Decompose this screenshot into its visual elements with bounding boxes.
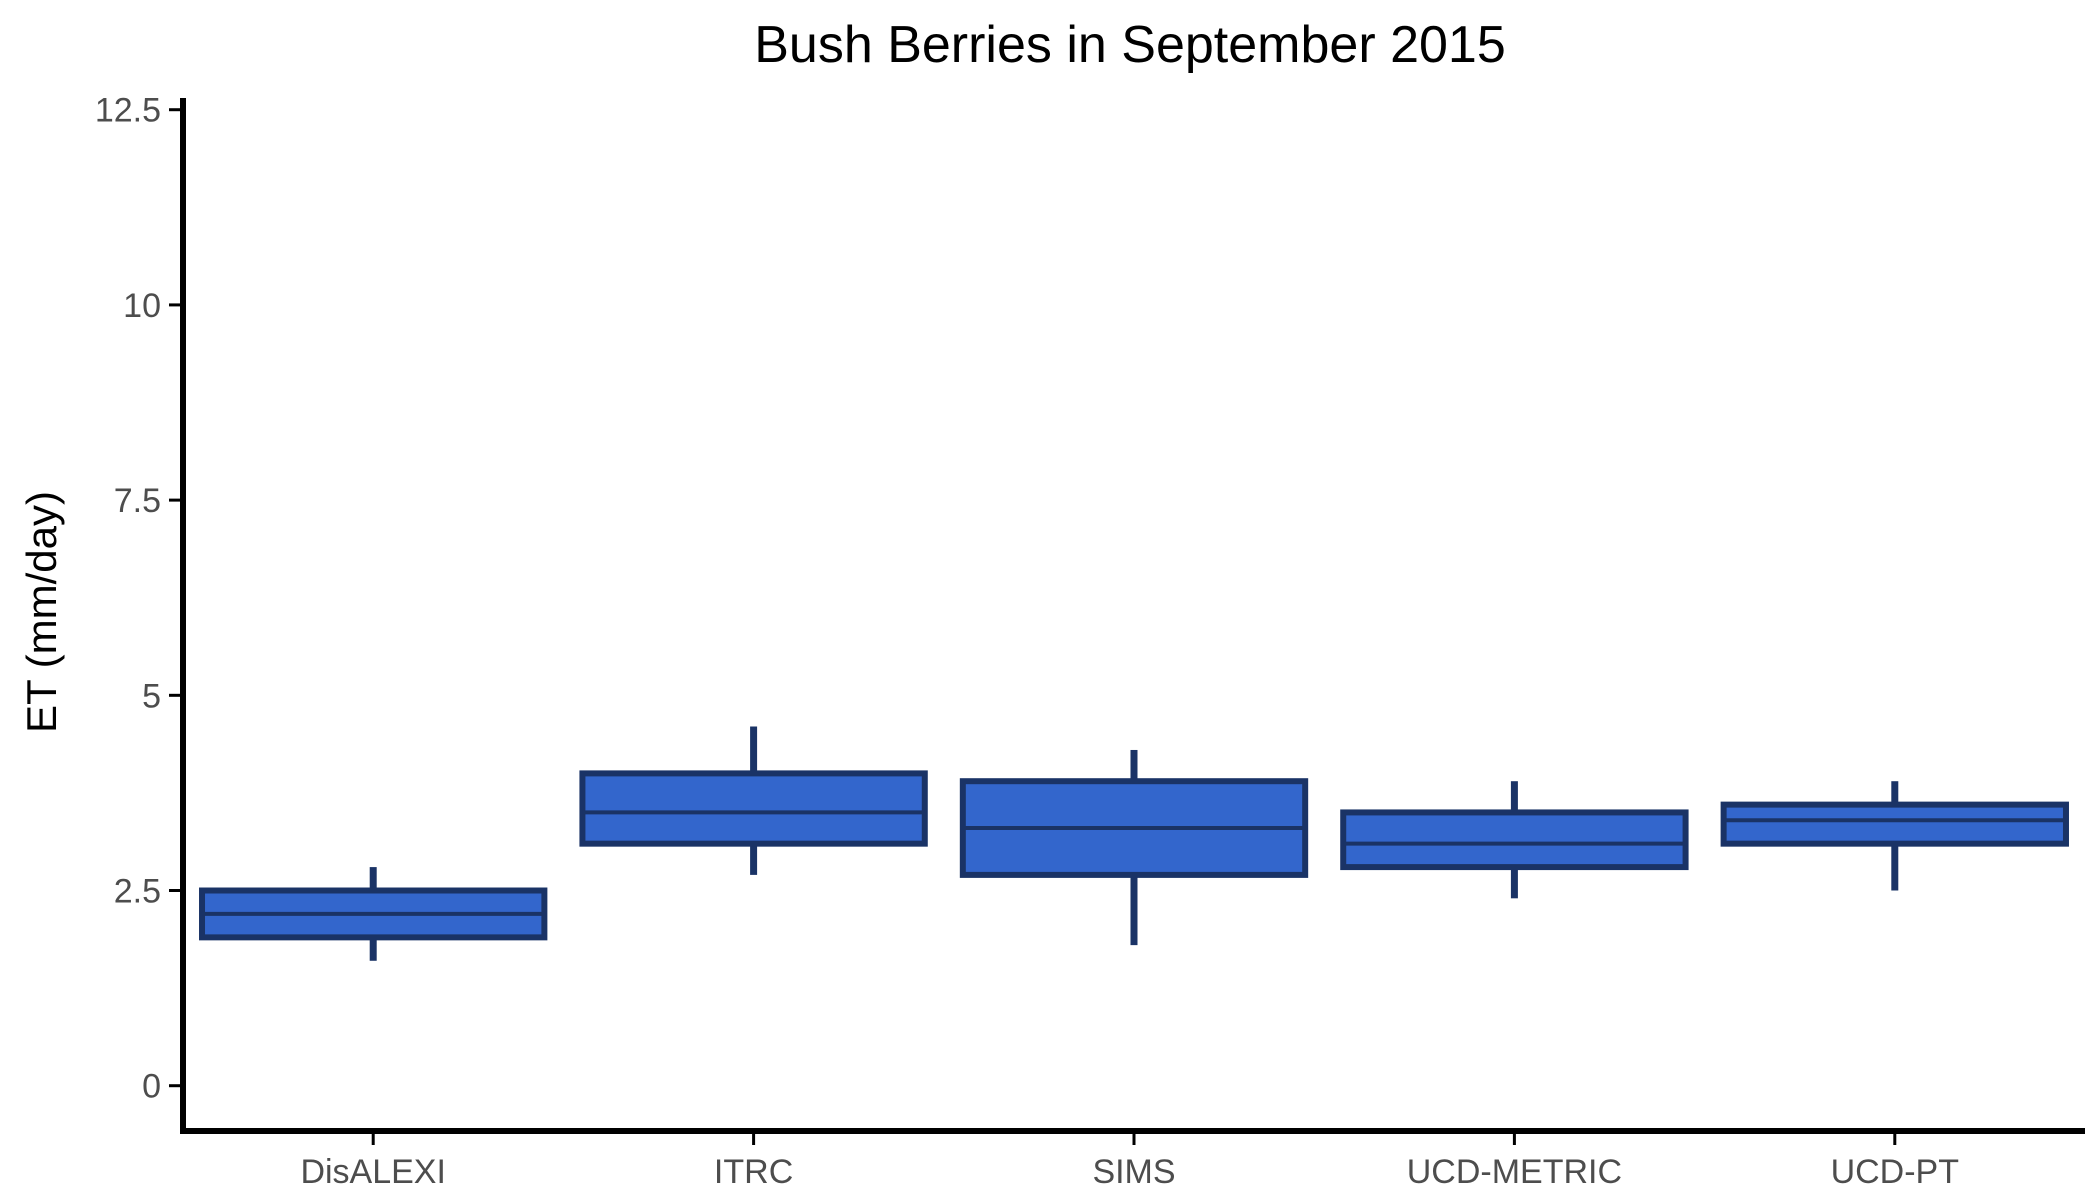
box-itrc — [579, 726, 928, 875]
x-tick-label: UCD-METRIC — [1407, 1153, 1622, 1191]
x-tick-label: UCD-PT — [1831, 1153, 1959, 1191]
y-axis-ticks: 0 2.5 5 7.5 10 12.5 — [95, 92, 183, 1106]
x-axis-ticks: DisALEXI ITRC SIMS UCD-METRIC UCD-PT — [300, 1131, 1959, 1191]
y-axis-label: ET (mm/day) — [18, 491, 65, 733]
y-tick-label: 0 — [142, 1068, 161, 1106]
y-tick-label: 10 — [123, 287, 161, 325]
box-sims — [959, 749, 1309, 946]
y-tick-label: 7.5 — [114, 482, 161, 520]
y-tick-label: 5 — [142, 677, 161, 715]
box-disalexi — [199, 867, 548, 961]
box-series — [199, 726, 2069, 961]
chart-title: Bush Berries in September 2015 — [754, 16, 1506, 74]
y-tick-label: 2.5 — [114, 873, 161, 911]
x-tick-label: SIMS — [1092, 1153, 1175, 1191]
box-body — [579, 770, 928, 847]
y-tick-label: 12.5 — [95, 92, 161, 130]
x-tick-label: DisALEXI — [300, 1153, 446, 1191]
box-ucd-metric — [1340, 781, 1689, 899]
box-body — [1720, 801, 2069, 847]
box-ucd-pt — [1720, 781, 2069, 891]
box-body — [1340, 809, 1689, 871]
x-tick-label: ITRC — [714, 1153, 793, 1191]
